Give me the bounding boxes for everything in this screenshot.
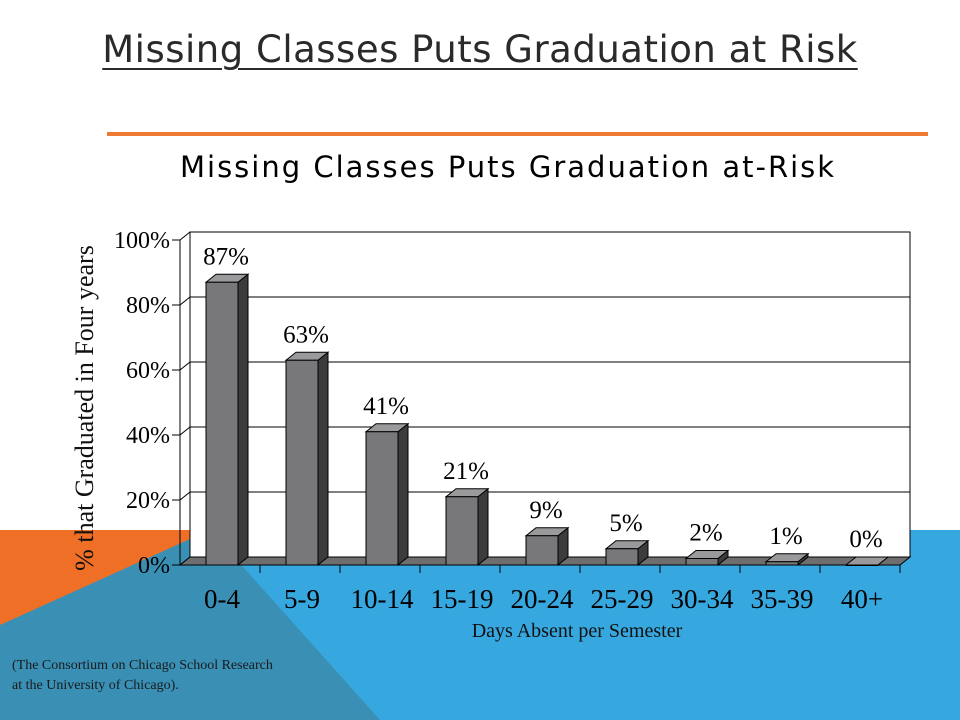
x-tick-label: 5-9: [284, 584, 320, 614]
x-tick-label: 30-34: [671, 584, 734, 614]
bar: [605, 548, 639, 566]
bar: [365, 431, 399, 566]
data-label: 5%: [609, 510, 642, 537]
bars-layer: [204, 273, 890, 567]
data-label: 0%: [849, 526, 882, 553]
chart-title: Missing Classes Puts Graduation at-Risk: [180, 150, 837, 184]
x-tick-label: 40+: [841, 584, 883, 614]
data-label: 9%: [529, 497, 562, 524]
bar-side: [477, 487, 489, 567]
data-label: 41%: [363, 393, 409, 420]
source-note: (The Consortium on Chicago School Resear…: [12, 656, 392, 696]
gridline-depth: [179, 426, 191, 436]
data-label: 1%: [769, 523, 802, 550]
y-tick-label: 40%: [126, 423, 170, 449]
gridline-depth: [179, 296, 191, 306]
x-tick-label: 20-24: [511, 584, 574, 614]
y-tick-label: 60%: [126, 358, 170, 384]
bar: [445, 496, 479, 566]
x-tick-label: 25-29: [591, 584, 654, 614]
title-rule: [107, 132, 928, 136]
y-tick-label: 100%: [114, 228, 170, 254]
x-axis-title: Days Absent per Semester: [472, 620, 683, 642]
bar: [285, 359, 319, 566]
y-tick-label: 20%: [126, 488, 170, 514]
source-line-1: (The Consortium on Chicago School Resear…: [12, 658, 273, 673]
gridline-depth: [179, 361, 191, 371]
data-label: 63%: [283, 321, 329, 348]
data-label: 87%: [203, 243, 249, 270]
bar: [205, 281, 239, 566]
x-tick-label: 10-14: [351, 584, 414, 614]
bar: [525, 535, 559, 566]
bar-side: [237, 273, 249, 567]
source-line-2: at the University of Chicago).: [12, 678, 179, 693]
x-tick-label: 15-19: [431, 584, 494, 614]
bar-side: [397, 422, 409, 567]
y-axis-title: % that Graduated in Four years: [70, 245, 99, 571]
labels-layer: 0% 20% 40% 60% 80% 100% 87% 0-4 63% 5-9 41% 10-14 21…: [114, 228, 883, 614]
gridline-depth: [179, 491, 191, 501]
x-tick-label: 35-39: [751, 584, 814, 614]
slide-title: Missing Classes Puts Graduation at Risk: [102, 28, 858, 71]
band-teal: [0, 530, 380, 720]
bar: [685, 558, 719, 566]
y-tick-label: 80%: [126, 293, 170, 319]
data-label: 2%: [689, 520, 722, 547]
x-tick-label: 0-4: [204, 584, 240, 614]
data-label: 21%: [443, 458, 489, 485]
bar-side: [317, 351, 329, 567]
gridline-depth: [179, 231, 191, 241]
bar: [765, 561, 799, 566]
y-tick-label: 0%: [138, 553, 170, 579]
bar: [845, 564, 879, 566]
